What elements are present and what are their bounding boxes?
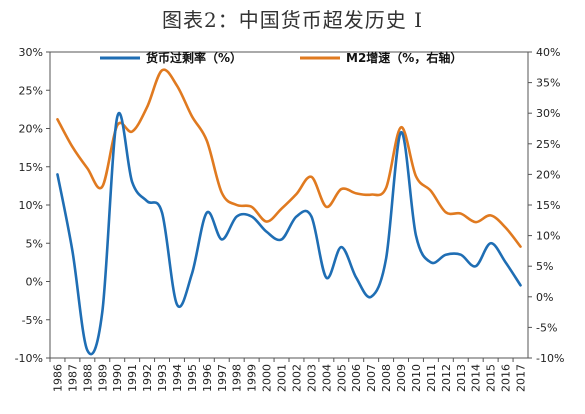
x-tick-label: 2001 — [276, 364, 289, 392]
x-tick-label: 2005 — [335, 364, 348, 392]
right-tick-label: 20% — [536, 168, 560, 181]
left-tick-label: 15% — [19, 161, 43, 174]
legend-label-excess-rate: 货币过剩率（%） — [146, 50, 242, 65]
x-tick-label: 1999 — [246, 364, 259, 392]
series-line-m2-growth — [56, 68, 522, 248]
x-tick-label: 2003 — [305, 364, 318, 392]
x-tick-label: 2012 — [440, 364, 453, 392]
x-tick-label: 1986 — [51, 364, 64, 392]
left-tick-label: 0% — [26, 276, 43, 289]
left-tick-label: 20% — [19, 123, 43, 136]
x-tick-label: 1995 — [186, 364, 199, 392]
left-tick-label: 30% — [19, 46, 43, 59]
x-tick-label: 1989 — [96, 364, 109, 392]
x-tick-label: 1996 — [201, 364, 214, 392]
x-tick-label: 2007 — [365, 364, 378, 392]
legend: 货币过剩率（%） M2增速（%，右轴） — [100, 50, 462, 65]
series-lines — [56, 68, 522, 356]
x-tick-label: 1992 — [141, 364, 154, 392]
left-tick-label: -5% — [22, 314, 43, 327]
plot-frame — [49, 51, 529, 359]
x-tick-label: 2004 — [320, 364, 333, 392]
right-tick-label: 15% — [536, 199, 560, 212]
x-tick-label: 2006 — [350, 364, 363, 392]
x-tick-label: 2013 — [455, 364, 468, 392]
x-axis: 1986 1987 1988 1989 1990 1991 1992 1993 1994 1995… — [49, 358, 528, 392]
legend-label-m2-growth: M2增速（%，右轴） — [346, 50, 462, 65]
x-tick-label: 1990 — [111, 364, 124, 392]
chart-title: 图表2：中国货币超发历史 I — [162, 8, 423, 32]
right-tick-label: 35% — [536, 77, 560, 90]
x-tick-label: 2014 — [470, 364, 483, 392]
right-tick-label: -10% — [536, 352, 564, 365]
x-tick-label: 1988 — [81, 364, 94, 392]
x-tick-label: 2000 — [261, 364, 274, 392]
right-tick-label: 10% — [536, 230, 560, 243]
right-tick-label: -5% — [536, 321, 557, 334]
x-tick-label: 2017 — [515, 364, 528, 392]
left-axis: 30% 25% 20% 15% 10% 5% 0% -5% -10% — [15, 46, 50, 365]
right-tick-label: 0% — [536, 291, 553, 304]
right-tick-label: 40% — [536, 46, 560, 59]
x-tick-label: 2011 — [425, 364, 438, 392]
x-tick-label: 1987 — [66, 364, 79, 392]
left-tick-label: 5% — [26, 237, 43, 250]
x-tick-label: 1991 — [126, 364, 139, 392]
right-axis: 40% 35% 30% 25% 20% 15% 10% 5% 0% -5% -10% — [528, 46, 564, 365]
right-tick-label: 25% — [536, 138, 560, 151]
x-tick-label: 1994 — [171, 364, 184, 392]
x-tick-label: 1997 — [216, 364, 229, 392]
x-tick-label: 2008 — [380, 364, 393, 392]
x-tick-label: 1993 — [156, 364, 169, 392]
right-tick-label: 30% — [536, 107, 560, 120]
x-tick-label: 2009 — [395, 364, 408, 392]
x-tick-label: 2015 — [485, 364, 498, 392]
x-tick-label: 2010 — [410, 364, 423, 392]
left-tick-label: 25% — [19, 84, 43, 97]
x-tick-label: 2002 — [290, 364, 303, 392]
left-tick-label: -10% — [15, 352, 43, 365]
x-tick-label: 1998 — [231, 364, 244, 392]
series-line-excess-rate — [56, 112, 522, 356]
x-tick-label: 2016 — [500, 364, 513, 392]
left-tick-label: 10% — [19, 199, 43, 212]
right-tick-label: 5% — [536, 260, 553, 273]
